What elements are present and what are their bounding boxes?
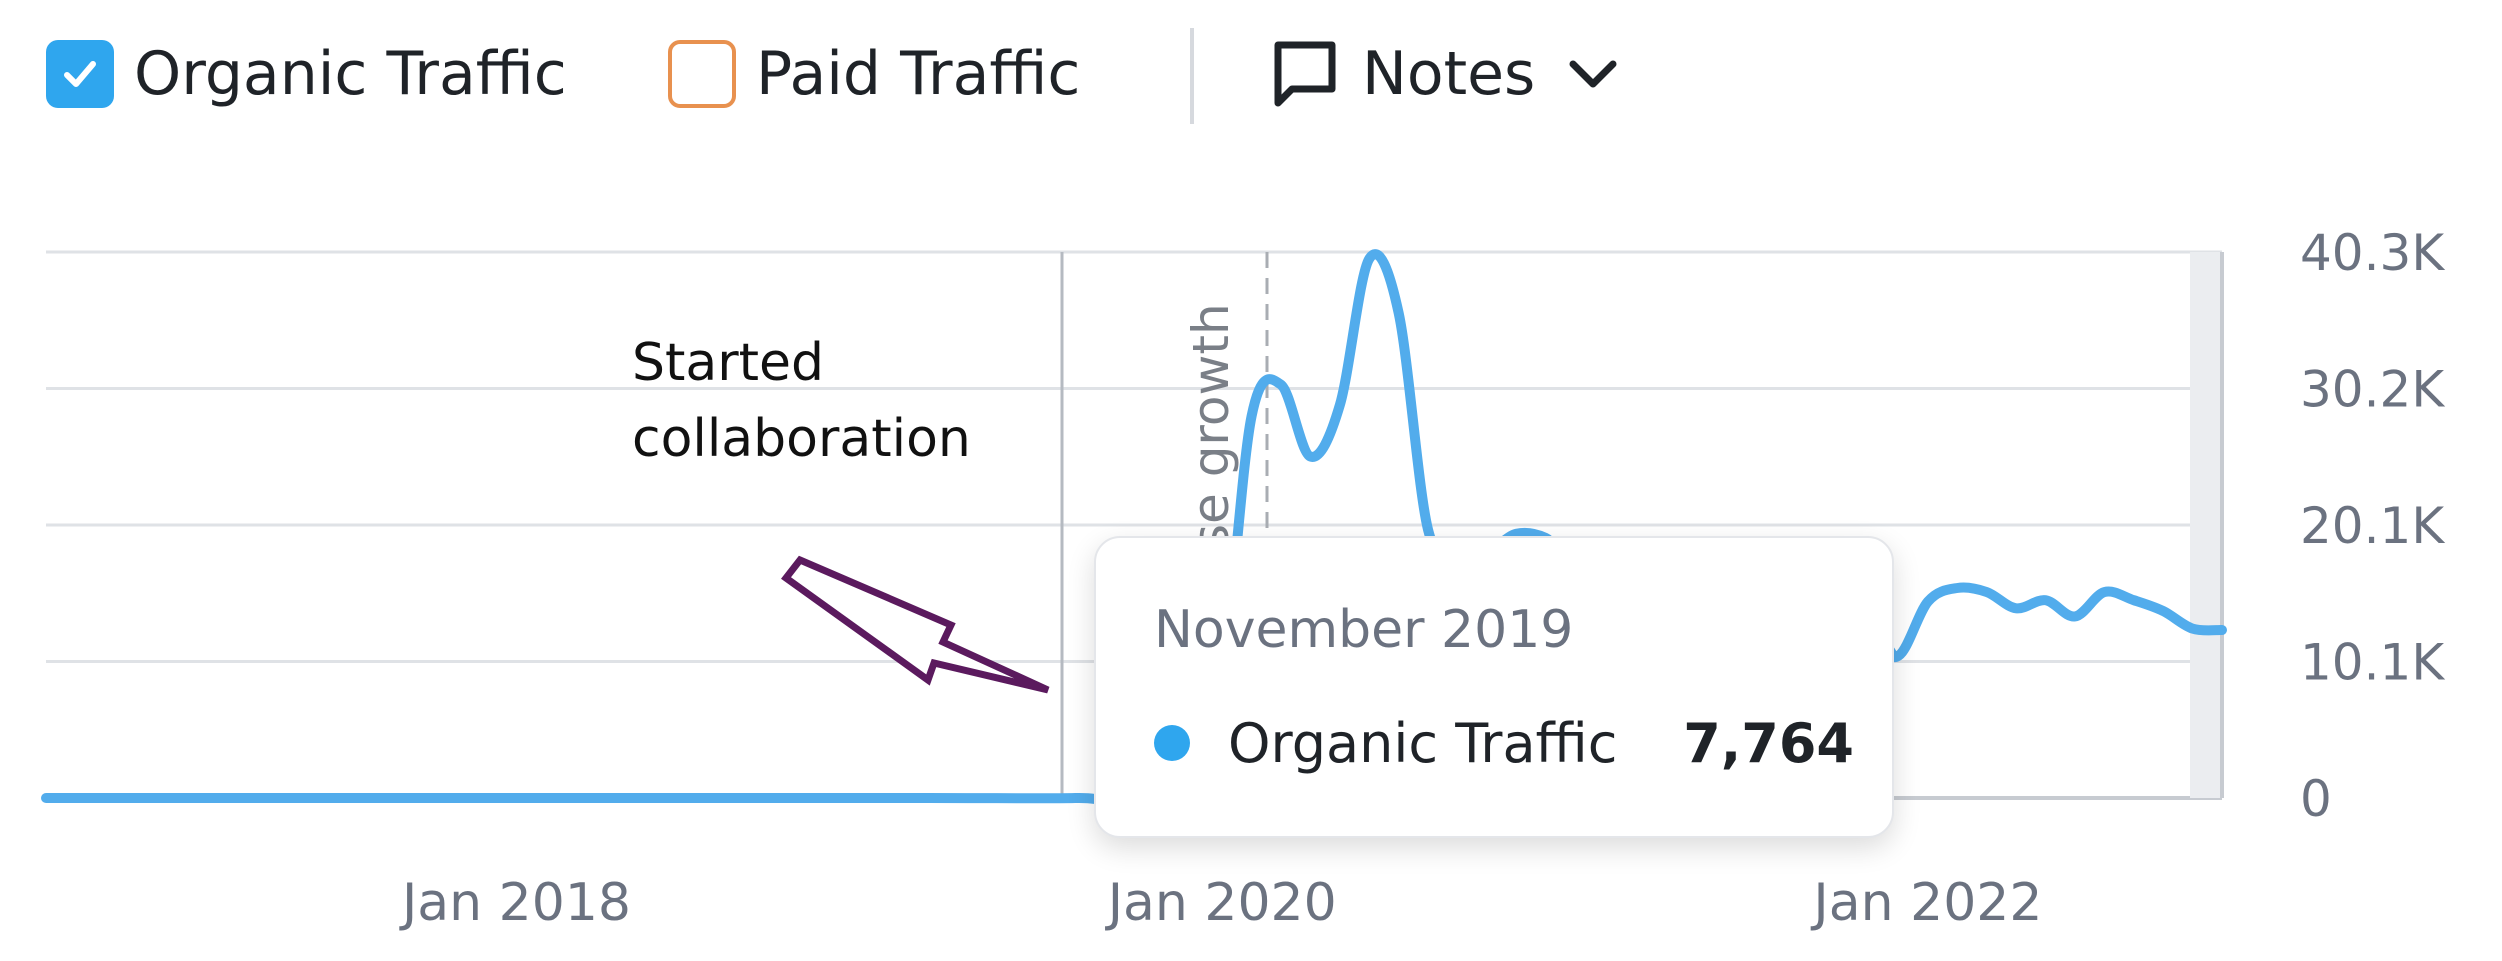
tooltip-series-name: Organic Traffic xyxy=(1228,711,1618,775)
organic-traffic-label: Organic Traffic xyxy=(134,39,567,109)
y-tick-label: 40.3K xyxy=(2300,224,2445,282)
annotation-line-2: collaboration xyxy=(632,409,971,469)
y-tick-label: 10.1K xyxy=(2300,634,2445,692)
x-tick-label: Jan 2018 xyxy=(399,873,631,933)
data-tooltip: November 2019 Organic Traffic 7,764 xyxy=(1094,536,1894,838)
y-tick-label: 20.1K xyxy=(2300,497,2445,555)
x-axis-ticks: Jan 2018 Jan 2020 Jan 2022 xyxy=(399,873,2042,933)
y-tick-label: 30.2K xyxy=(2300,361,2445,419)
annotation-line-1: Started xyxy=(632,333,824,393)
paid-traffic-checkbox[interactable] xyxy=(668,40,736,108)
tooltip-value: 7,764 xyxy=(1683,711,1854,775)
notes-dropdown[interactable]: Notes xyxy=(1270,34,1621,114)
tooltip-series-dot xyxy=(1154,725,1190,761)
y-tick-label: 0 xyxy=(2300,770,2332,828)
checkmark-icon xyxy=(64,61,96,87)
legend-organic-traffic[interactable]: Organic Traffic xyxy=(46,34,567,114)
comment-icon xyxy=(1274,41,1336,107)
legend-bar: Organic Traffic Paid Traffic Notes xyxy=(0,0,2502,150)
tooltip-date: November 2019 xyxy=(1154,600,1574,660)
y-axis-ticks: 0 10.1K 20.1K 30.2K 40.3K xyxy=(2300,224,2445,828)
chevron-down-icon xyxy=(1569,60,1617,88)
annotation-arrow xyxy=(781,555,1050,694)
organic-traffic-line xyxy=(41,249,2227,805)
x-tick-label: Jan 2020 xyxy=(1105,873,1337,933)
tooltip-row: Organic Traffic 7,764 xyxy=(1154,708,1854,778)
annotation-text: Started collaboration xyxy=(632,333,971,469)
organic-traffic-checkbox[interactable] xyxy=(46,40,114,108)
chart-end-band xyxy=(2190,252,2220,798)
legend-divider xyxy=(1190,28,1194,124)
paid-traffic-label: Paid Traffic xyxy=(756,39,1081,109)
legend-paid-traffic[interactable]: Paid Traffic xyxy=(668,34,1080,114)
note-label: ase growth xyxy=(1182,303,1240,580)
notes-label: Notes xyxy=(1362,39,1536,109)
x-tick-label: Jan 2022 xyxy=(1810,873,2042,933)
